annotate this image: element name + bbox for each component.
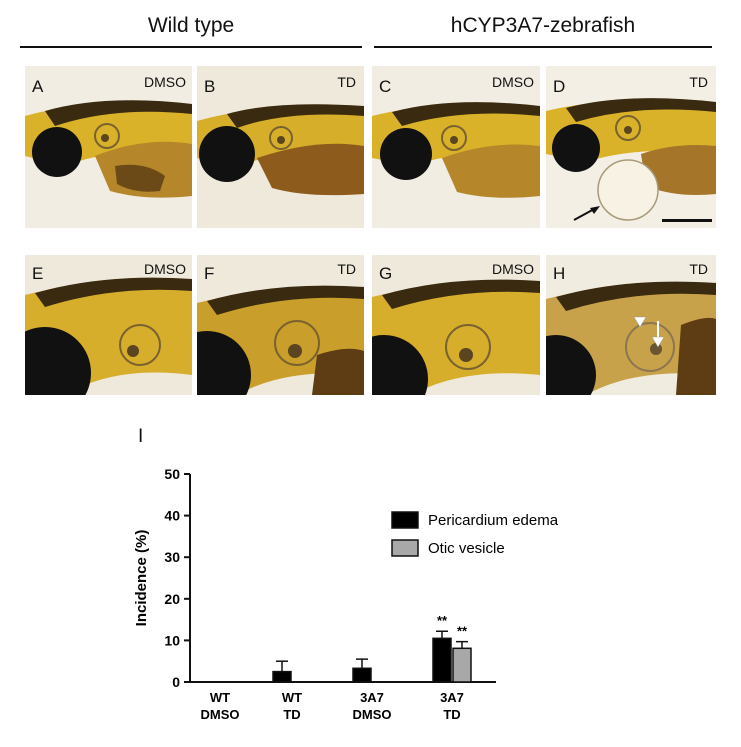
- panel-a-wildtype-dmso: A DMSO: [25, 66, 192, 228]
- legend-label: Otic vesicle: [428, 540, 505, 557]
- panel-treatment: DMSO: [492, 74, 534, 90]
- larva-zoom-image: [546, 255, 716, 395]
- panel-letter: G: [379, 264, 393, 283]
- panel-treatment: DMSO: [144, 261, 186, 277]
- panel-h-hcyp3a7-td-zoom: H TD: [546, 255, 716, 395]
- panel-d-hcyp3a7-td: D TD: [546, 66, 716, 228]
- panel-c-hcyp3a7-dmso: C DMSO: [372, 66, 540, 228]
- larva-image: [25, 66, 192, 228]
- x-tick-label-line1: WT: [282, 690, 302, 705]
- panel-e-wildtype-dmso-zoom: E DMSO: [25, 255, 192, 395]
- hcyp3a7-title: hCYP3A7-zebrafish: [450, 14, 636, 37]
- panel-letter: A: [32, 77, 44, 96]
- bar: [352, 667, 372, 683]
- panel-b-wildtype-td: B TD: [197, 66, 364, 228]
- larva-image: [372, 66, 540, 228]
- x-tick-label-line2: DMSO: [201, 707, 240, 722]
- panel-letter: E: [32, 264, 44, 283]
- panel-letter: D: [553, 77, 566, 96]
- panel-letter: H: [553, 264, 566, 283]
- panel-treatment: TD: [337, 261, 356, 277]
- x-tick-label-line2: DMSO: [353, 707, 392, 722]
- incidence-chart: I 0 10 20 30 40 50 Incidence (%) ** ** WT DMSO WT TD…: [0, 420, 741, 742]
- y-tick-label: 0: [172, 674, 180, 690]
- larva-image: [546, 66, 716, 228]
- hcyp3a7-rule: [374, 46, 712, 48]
- legend-swatch: [391, 539, 419, 557]
- larva-image: [197, 66, 364, 228]
- wild-type-rule: [20, 46, 362, 48]
- x-tick-label-line1: 3A7: [440, 690, 464, 705]
- significance-label: **: [457, 624, 468, 639]
- y-tick-label: 20: [164, 591, 180, 607]
- x-tick-label-line2: TD: [283, 707, 300, 722]
- y-tick-label: 10: [164, 632, 180, 648]
- panel-letter: B: [204, 77, 216, 96]
- bar: [272, 670, 292, 683]
- panel-treatment: TD: [337, 74, 356, 90]
- panel-treatment: TD: [689, 74, 708, 90]
- panel-f-wildtype-td-zoom: F TD: [197, 255, 364, 395]
- y-axis-label: Incidence (%): [133, 530, 150, 627]
- bar-chart-svg: 0 10 20 30 40 50 Incidence (%) ** ** WT DMSO WT TD 3A…: [133, 466, 559, 722]
- panel-letter: F: [204, 264, 215, 283]
- panel-treatment: TD: [689, 261, 708, 277]
- x-tick-label-line2: TD: [443, 707, 460, 722]
- significance-label: **: [437, 613, 448, 628]
- panel-treatment: DMSO: [492, 261, 534, 277]
- x-tick-label-line1: WT: [210, 690, 230, 705]
- y-tick-label: 30: [164, 549, 180, 565]
- y-tick-label: 40: [164, 508, 180, 524]
- legend-swatch: [391, 511, 419, 529]
- panel-letter: C: [379, 77, 392, 96]
- panel-g-hcyp3a7-dmso-zoom: G DMSO: [372, 255, 540, 395]
- x-tick-label-line1: 3A7: [360, 690, 384, 705]
- y-tick-label: 50: [164, 466, 180, 482]
- larva-zoom-image: [372, 255, 540, 395]
- wild-type-title: Wild type: [147, 14, 235, 37]
- legend-label: Pericardium edema: [428, 512, 559, 529]
- bar: [432, 637, 452, 683]
- bar: [452, 647, 472, 683]
- larva-zoom-image: [25, 255, 192, 395]
- larva-zoom-image: [197, 255, 364, 395]
- panel-treatment: DMSO: [144, 74, 186, 90]
- panel-letter-i: I: [138, 426, 144, 447]
